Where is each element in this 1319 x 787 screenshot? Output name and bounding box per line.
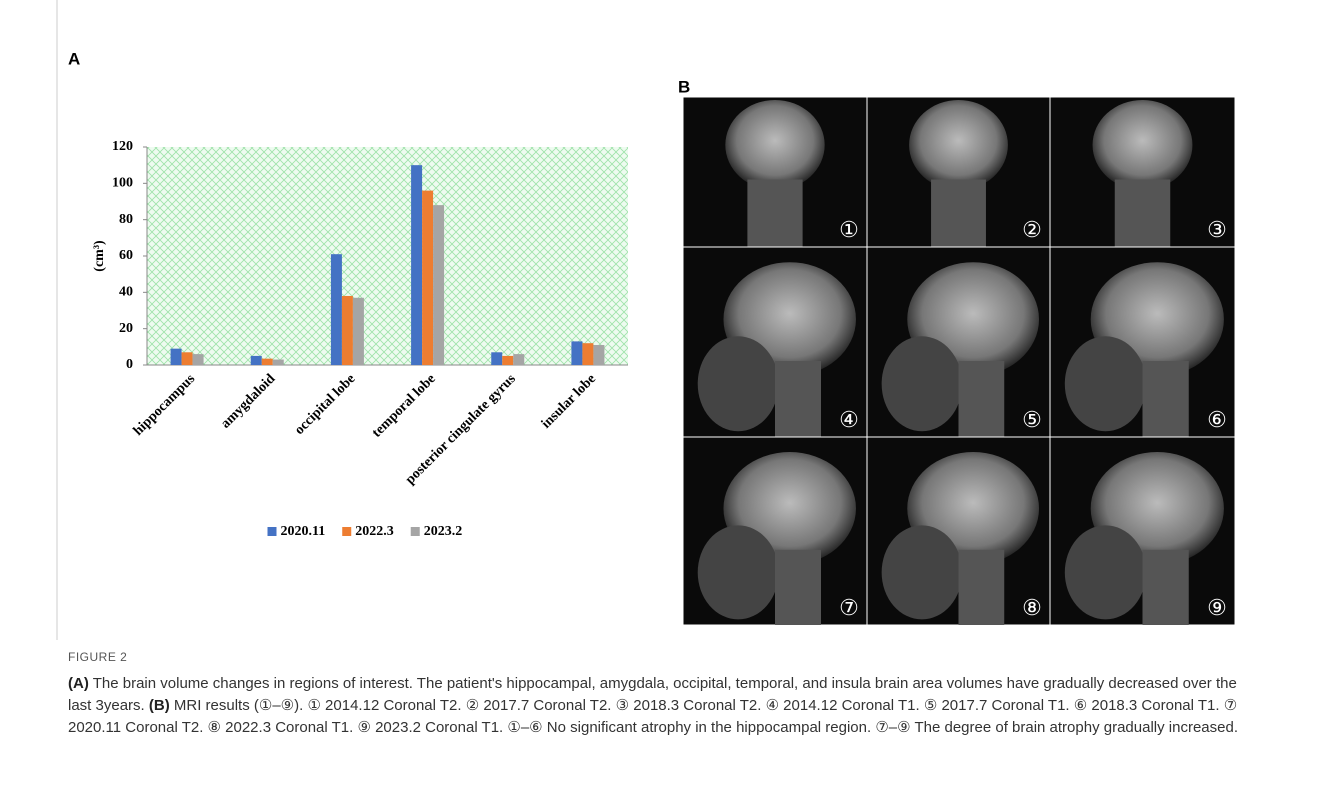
plot-area xyxy=(147,147,628,365)
y-tick-label: 0 xyxy=(126,357,133,372)
mri-label: ⑤ xyxy=(1022,407,1042,432)
bar xyxy=(182,352,193,365)
x-tick-label: temporal lobe xyxy=(370,371,439,440)
y-tick-label: 60 xyxy=(119,248,133,263)
bar xyxy=(411,165,422,365)
y-tick-label: 120 xyxy=(112,139,133,154)
bar xyxy=(513,354,524,365)
figure-label: FIGURE 2 xyxy=(68,650,127,664)
face-shape xyxy=(1065,525,1146,619)
mri-label: ③ xyxy=(1207,217,1227,242)
caption-text: MRI results (①–⑨). ① 2014.12 Coronal T2.… xyxy=(68,697,1238,736)
x-tick-label: hippocampus xyxy=(131,371,199,439)
neck-shape xyxy=(959,550,1005,625)
y-tick-label: 40 xyxy=(119,285,133,300)
bar xyxy=(582,343,593,365)
x-tick-label: insular lobe xyxy=(539,371,599,431)
y-tick-label: 80 xyxy=(119,212,133,227)
x-tick-label: amygdaloid xyxy=(218,371,278,431)
mri-grid: ① ② ③ ④ ⑤ ⑥ ⑦ ⑧ ⑨ xyxy=(683,97,1235,625)
face-shape xyxy=(698,525,779,619)
brain-shape xyxy=(909,100,1008,190)
mri-label: ⑥ xyxy=(1207,407,1227,432)
bar xyxy=(353,298,364,365)
brain-shape xyxy=(725,100,824,190)
y-tick-label: 100 xyxy=(112,176,133,191)
y-tick-label: 20 xyxy=(119,321,133,336)
brain-shape xyxy=(1093,100,1193,190)
legend-swatch xyxy=(342,527,351,536)
bar xyxy=(273,360,284,365)
bar xyxy=(251,356,262,365)
panel-label: B xyxy=(678,77,690,96)
mri-label: ② xyxy=(1022,217,1042,242)
neck-shape xyxy=(775,550,821,625)
face-shape xyxy=(882,525,963,619)
neck-shape xyxy=(1143,550,1189,625)
neck-shape xyxy=(931,180,986,248)
mri-label: ① xyxy=(839,217,859,242)
neck-shape xyxy=(1143,361,1189,437)
neck-shape xyxy=(775,361,821,437)
legend-label: 2020.11 xyxy=(281,524,326,539)
face-shape xyxy=(882,336,963,431)
bar xyxy=(593,345,604,365)
neck-shape xyxy=(1115,180,1171,248)
caption-label: (B) xyxy=(149,697,170,714)
caption: (A) The brain volume changes in regions … xyxy=(68,673,1258,739)
bar xyxy=(193,354,204,365)
page: A B ① ② ③ ④ ⑤ ⑥ ⑦ ⑧ ⑨ 0 20 40 60 80 100 120 (cm³) hippoc… xyxy=(0,0,1319,787)
legend-label: 2023.2 xyxy=(424,524,463,539)
bar xyxy=(171,349,182,365)
bar xyxy=(342,296,353,365)
legend-swatch xyxy=(411,527,420,536)
bar xyxy=(571,341,582,365)
legend-label: 2022.3 xyxy=(355,524,394,539)
mri-label: ⑨ xyxy=(1207,595,1227,620)
mri-label: ⑧ xyxy=(1022,595,1042,620)
figure: A B ① ② ③ ④ ⑤ ⑥ ⑦ ⑧ ⑨ 0 20 40 60 80 100 120 (cm³) hippoc… xyxy=(0,0,1319,640)
legend-swatch xyxy=(268,527,277,536)
bar xyxy=(422,191,433,365)
bar xyxy=(262,359,273,365)
bar xyxy=(331,254,342,365)
mri-label: ④ xyxy=(839,407,859,432)
bar xyxy=(491,352,502,365)
caption-label: (A) xyxy=(68,675,89,692)
face-shape xyxy=(698,336,779,431)
x-tick-label: occipital lobe xyxy=(292,371,358,437)
y-axis-title: (cm³) xyxy=(92,240,107,272)
face-shape xyxy=(1065,336,1146,431)
neck-shape xyxy=(747,180,802,248)
neck-shape xyxy=(959,361,1005,437)
bar xyxy=(433,205,444,365)
mri-label: ⑦ xyxy=(839,595,859,620)
panel-label: A xyxy=(68,49,80,68)
bar xyxy=(502,356,513,365)
